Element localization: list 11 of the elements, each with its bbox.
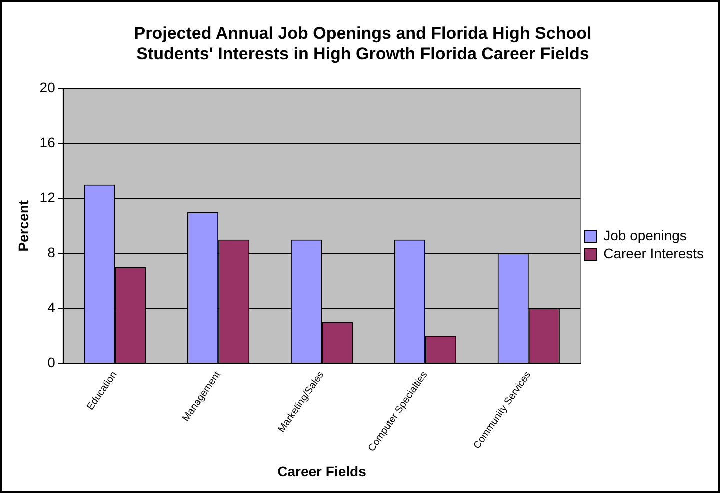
y-tick-label: 4 — [48, 299, 56, 316]
y-tick-label: 12 — [40, 190, 56, 206]
legend-label: Career Interests — [604, 245, 704, 262]
y-tick-label: 16 — [40, 134, 56, 151]
legend-label: Job openings — [604, 227, 687, 244]
x-axis-title: Career Fields — [278, 463, 367, 480]
y-tick-label: 0 — [48, 354, 56, 370]
y-tick-label: 8 — [48, 244, 56, 260]
y-tick-label: 20 — [40, 80, 56, 96]
y-axis-title: Percent — [15, 200, 32, 252]
chart-title: Projected Annual Job Openings and Florida High School Students' Interests in High Growth Florida Career Fields — [134, 24, 592, 64]
